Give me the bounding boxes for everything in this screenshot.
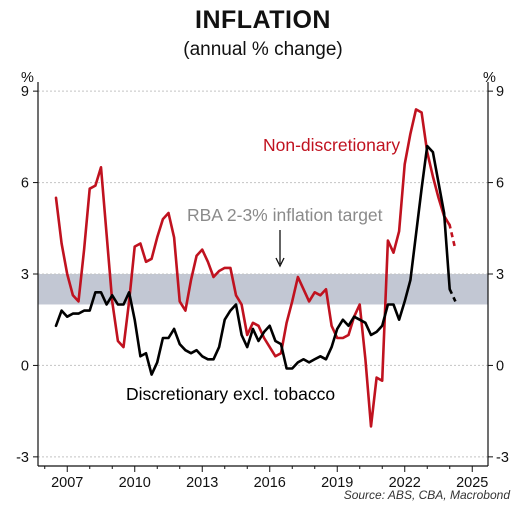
x-tick-label: 2025 [456,475,488,491]
nondisc-line-projection [442,215,457,250]
y-tick-labels: -3 -3 0 0 3 3 6 6 9 9 [16,84,509,466]
series-layer [54,108,457,428]
y-unit-right: % [483,70,496,86]
y-tick-label-right: -3 [496,450,509,466]
x-tick-labels: 2007 2010 2013 2016 2019 2022 2025 [51,475,488,491]
disc-line-projection [448,288,457,302]
grid-layer [38,90,488,458]
x-tick-label: 2013 [186,475,218,491]
y-unit-left: % [21,70,34,86]
target-band-label: RBA 2-3% inflation target [187,205,383,225]
axes-frame [33,82,493,472]
x-tick-label: 2022 [389,475,421,491]
y-tick-label-left: 9 [21,84,29,100]
nondisc-series-label: Non-discretionary [263,135,400,155]
y-tick-label-right: 0 [496,358,504,374]
y-tick-label-left: 0 [21,358,29,374]
source-note: Source: ABS, CBA, Macrobond [344,488,511,502]
y-tick-label-left: 3 [21,267,29,283]
x-tick-label: 2019 [321,475,353,491]
target-arrow [275,230,285,268]
y-tick-label-right: 6 [496,176,504,192]
chart-title: INFLATION [195,6,331,34]
x-tick-label: 2016 [254,475,286,491]
nondisc-line [54,108,452,428]
y-tick-label-left: -3 [16,450,29,466]
disc-series-label: Discretionary excl. tobacco [126,384,335,404]
y-tick-label-left: 6 [21,176,29,192]
x-tick-label: 2010 [119,475,151,491]
y-tick-label-right: 3 [496,267,504,283]
chart-subtitle: (annual % change) [183,39,343,60]
x-tick-label: 2007 [51,475,83,491]
y-tick-label-right: 9 [496,84,504,100]
disc-line [54,144,452,376]
